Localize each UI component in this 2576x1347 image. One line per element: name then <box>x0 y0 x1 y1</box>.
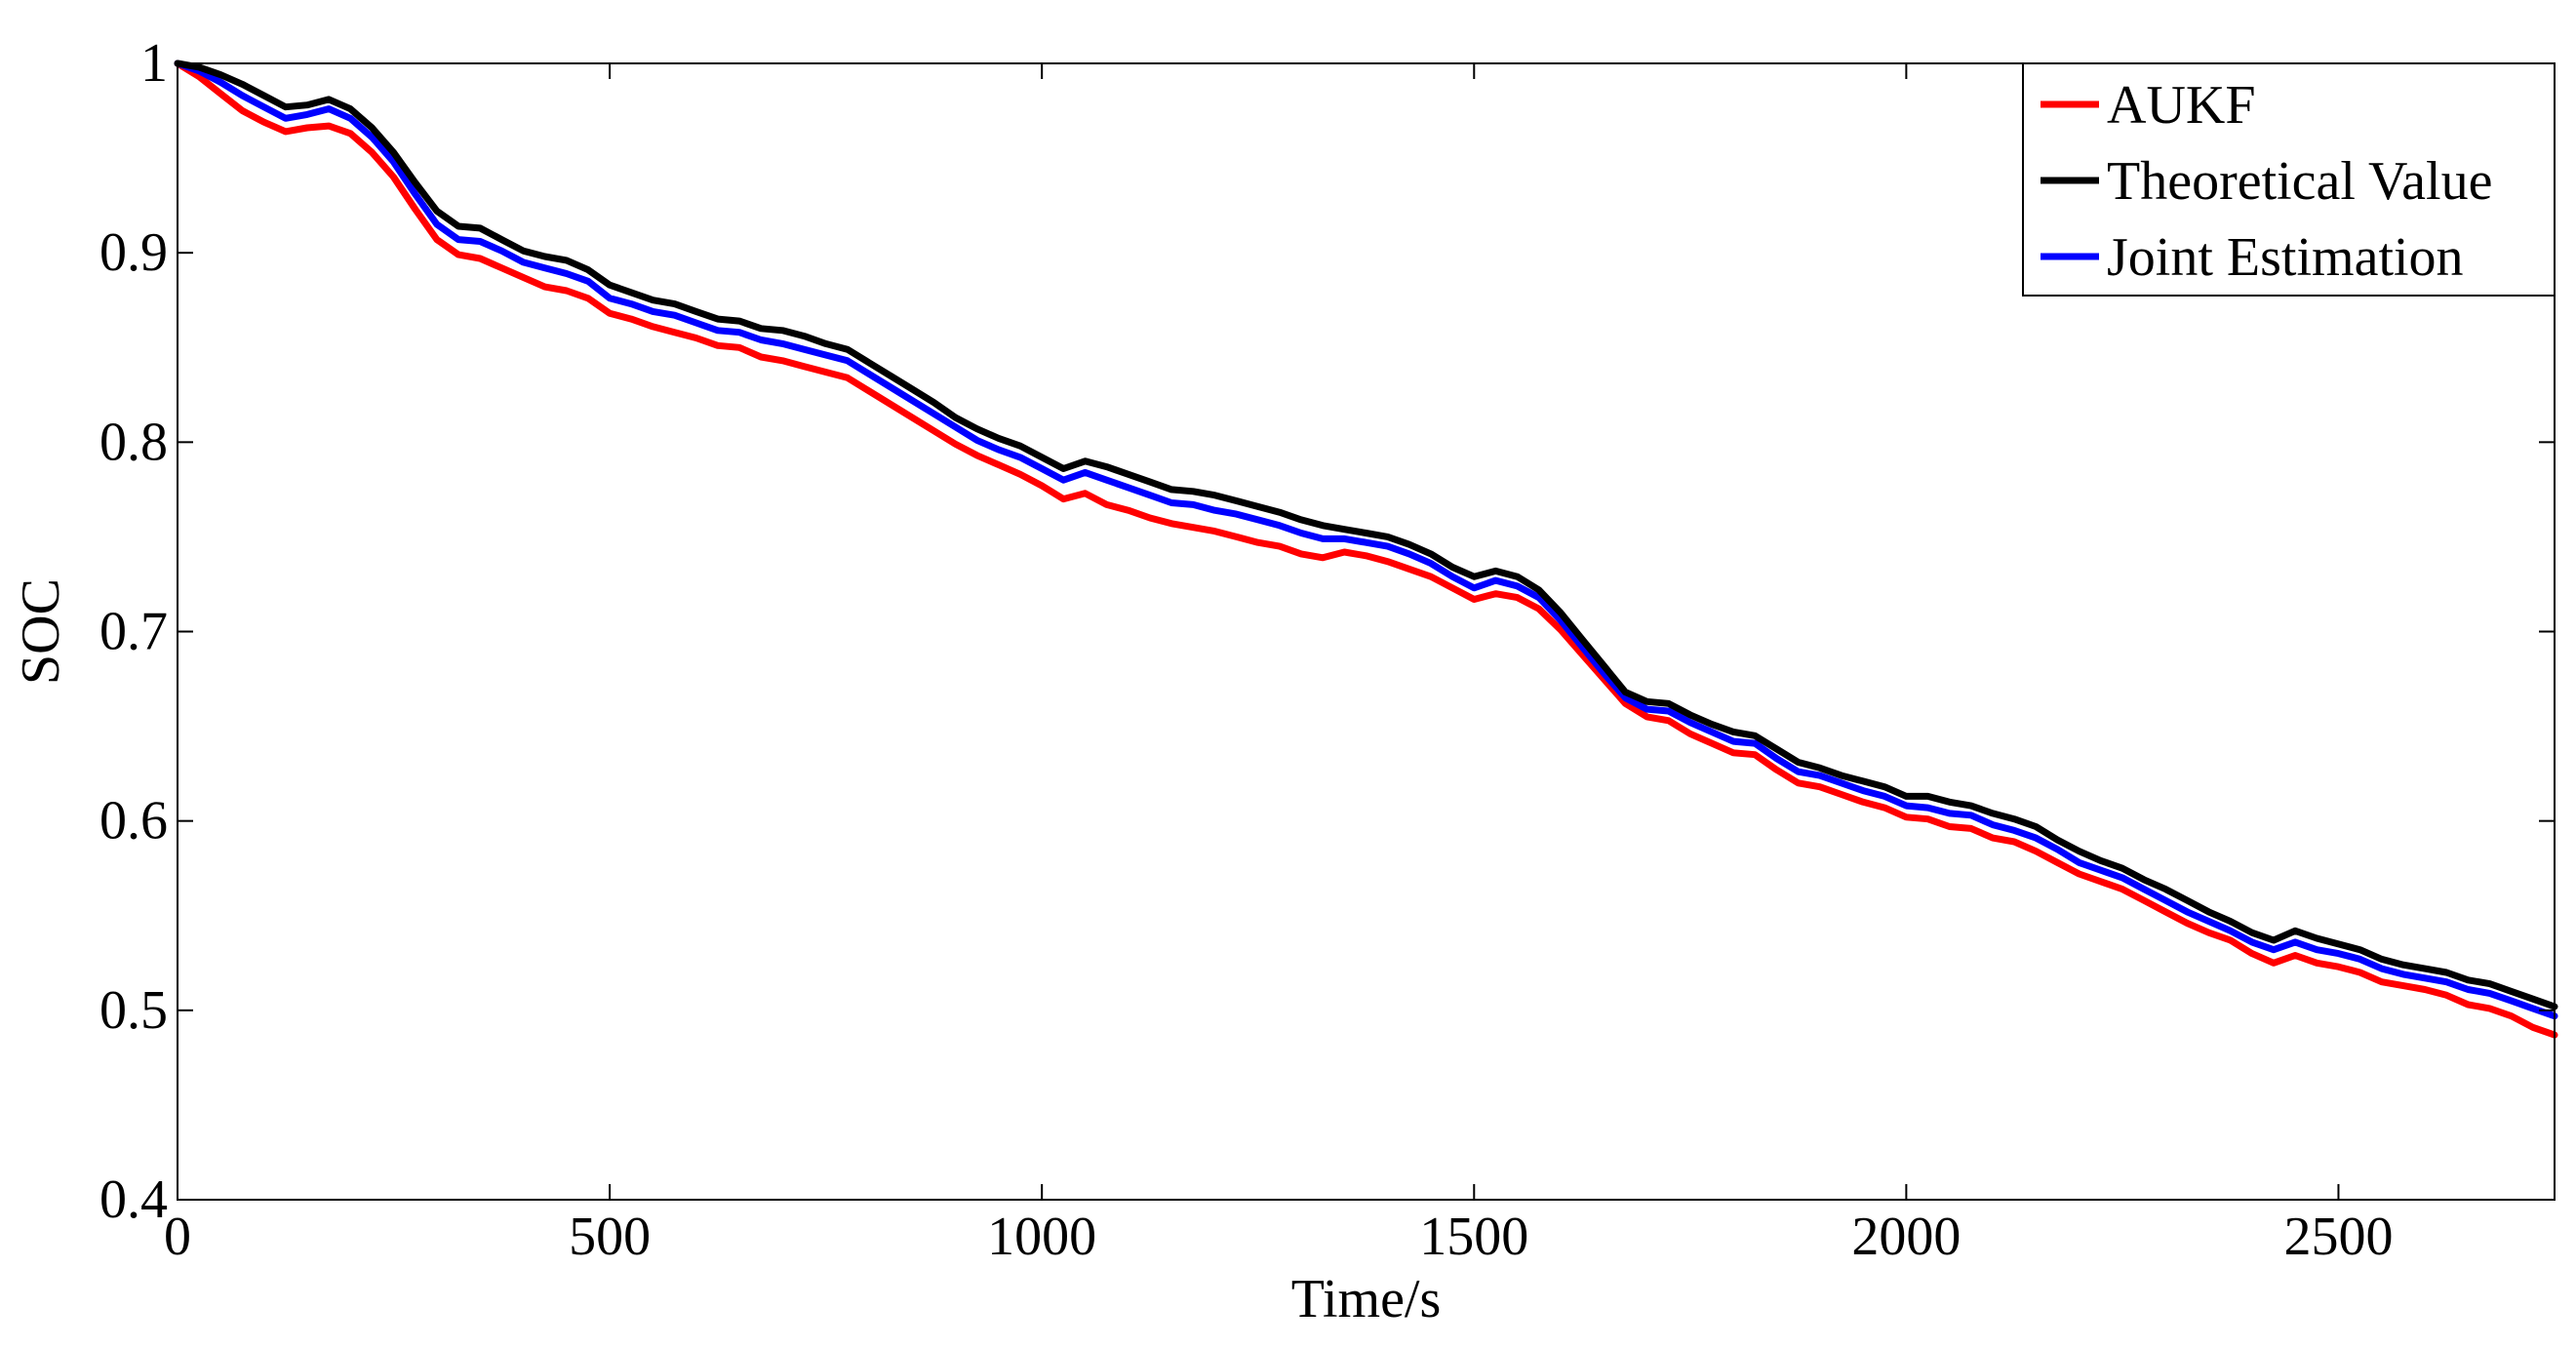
x-tick-label: 0 <box>164 1207 191 1267</box>
x-tick-label: 1000 <box>987 1207 1096 1267</box>
y-tick-label: 0.8 <box>99 412 168 472</box>
x-tick-label: 500 <box>569 1207 651 1267</box>
series-line-theoretical-value <box>174 59 2558 1010</box>
y-axis-title: SOC <box>11 578 71 685</box>
legend-label: AUKF <box>2107 75 2255 136</box>
legend: AUKF Theoretical Value Joint Estimation <box>2022 62 2556 297</box>
legend-label: Theoretical Value <box>2107 151 2492 212</box>
axis-tick-labels: 0 500 1000 1500 2000 2500 0.4 0.5 0.6 0.7 0.8 0.9 1 <box>99 33 2393 1267</box>
legend-label: Joint Estimation <box>2107 227 2464 288</box>
x-tick-label: 2500 <box>2283 1207 2393 1267</box>
x-tick-label: 2000 <box>1851 1207 1961 1267</box>
y-tick-label: 1 <box>140 33 168 94</box>
x-tick-label: 1500 <box>1419 1207 1528 1267</box>
y-tick-label: 0.9 <box>99 222 168 283</box>
y-tick-label: 0.7 <box>99 602 168 662</box>
y-tick-label: 0.4 <box>99 1169 168 1230</box>
series-line-aukf <box>174 59 2558 1039</box>
legend-box <box>2022 62 2556 297</box>
x-axis-title: Time/s <box>1291 1269 1442 1329</box>
plot-lines <box>174 59 2558 1039</box>
y-tick-label: 0.6 <box>99 791 168 852</box>
y-tick-label: 0.5 <box>99 980 168 1041</box>
series-line-joint-estimation <box>174 59 2558 1020</box>
